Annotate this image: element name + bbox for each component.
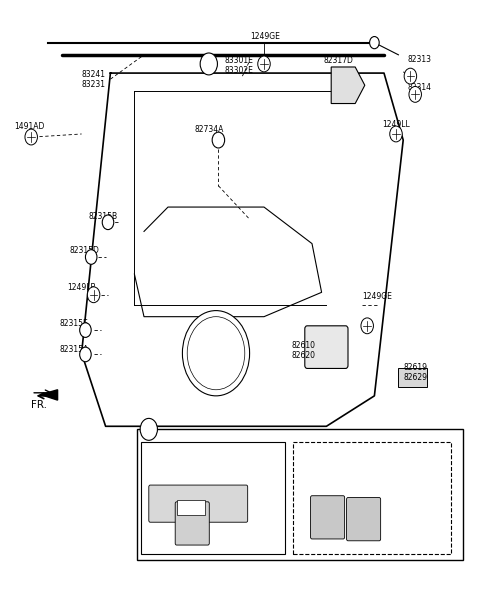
Text: 93582B: 93582B (157, 459, 184, 465)
Bar (293, 442, 451, 554)
Circle shape (370, 37, 379, 49)
Polygon shape (398, 368, 427, 387)
Circle shape (390, 126, 402, 142)
Polygon shape (41, 390, 58, 400)
Text: 82610: 82610 (292, 342, 316, 350)
Bar (177, 499, 205, 515)
Polygon shape (331, 67, 365, 104)
Text: 1249LL: 1249LL (382, 120, 410, 128)
Text: 83231: 83231 (82, 80, 106, 88)
Text: (HEATER)-ON/OFF): (HEATER)-ON/OFF) (305, 458, 366, 464)
Text: 82314: 82314 (407, 83, 431, 92)
Text: 93581F: 93581F (337, 540, 363, 546)
Text: 93582A: 93582A (157, 449, 184, 456)
Text: 82620: 82620 (292, 351, 316, 360)
Text: 93580L: 93580L (208, 440, 234, 446)
Bar (141, 442, 285, 554)
Circle shape (200, 53, 217, 75)
Text: a: a (206, 60, 211, 68)
Text: 82313: 82313 (407, 55, 431, 63)
Circle shape (85, 250, 97, 264)
Text: 82315D: 82315D (70, 246, 99, 255)
Text: 82619: 82619 (403, 364, 427, 372)
Text: FR.: FR. (31, 400, 47, 410)
Text: 82317D: 82317D (324, 57, 353, 65)
Text: 1491AD: 1491AD (14, 122, 45, 130)
Text: 93580R: 93580R (207, 449, 234, 456)
FancyBboxPatch shape (175, 502, 209, 545)
Text: a: a (146, 425, 151, 434)
Circle shape (361, 318, 373, 334)
Text: 1249GE: 1249GE (251, 32, 280, 41)
Text: 1249GE: 1249GE (362, 292, 392, 301)
Text: 83302E: 83302E (224, 66, 253, 75)
Circle shape (404, 68, 417, 84)
Circle shape (80, 323, 91, 337)
Circle shape (187, 317, 245, 390)
Bar (137, 429, 463, 560)
Circle shape (25, 129, 37, 145)
Circle shape (87, 287, 100, 303)
FancyBboxPatch shape (149, 485, 248, 523)
Text: 1249LB: 1249LB (67, 283, 96, 292)
FancyBboxPatch shape (305, 326, 348, 368)
Text: 93581F: 93581F (180, 545, 206, 551)
Text: 82734A: 82734A (194, 125, 224, 134)
Text: 83241: 83241 (82, 70, 106, 79)
Text: 93752: 93752 (320, 546, 342, 552)
Circle shape (182, 311, 250, 396)
Text: (W/SEAT WARMER: (W/SEAT WARMER (305, 449, 364, 456)
Text: 83301E: 83301E (224, 57, 253, 65)
FancyBboxPatch shape (347, 498, 381, 541)
Text: 82315B: 82315B (89, 212, 118, 220)
Circle shape (102, 215, 114, 230)
Circle shape (80, 347, 91, 362)
Text: 82629: 82629 (403, 373, 427, 382)
Circle shape (212, 132, 225, 148)
Text: 82315E: 82315E (60, 320, 89, 328)
Circle shape (409, 86, 421, 102)
Circle shape (140, 418, 157, 440)
FancyBboxPatch shape (311, 496, 345, 539)
Text: 82315A: 82315A (60, 345, 89, 354)
Circle shape (258, 56, 270, 72)
